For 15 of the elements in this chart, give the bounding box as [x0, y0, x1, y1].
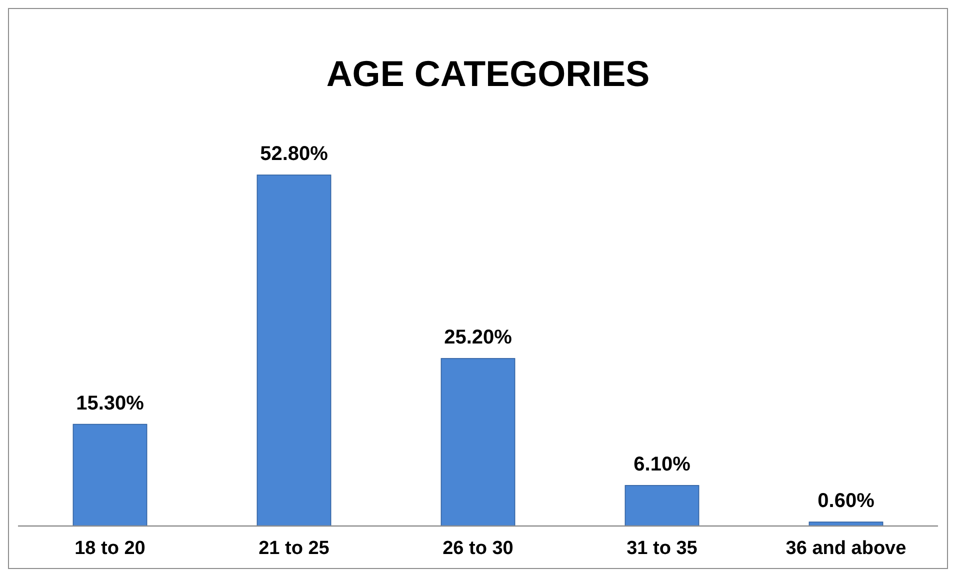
data-label: 25.20% — [444, 326, 512, 348]
x-tick-label: 21 to 25 — [258, 538, 330, 559]
bar — [624, 485, 700, 526]
bar — [256, 174, 332, 526]
bar — [72, 424, 148, 526]
data-label: 0.60% — [818, 490, 875, 512]
x-tick-label: 31 to 35 — [626, 538, 698, 559]
x-tick-label: 36 and above — [786, 538, 906, 559]
data-label: 52.80% — [260, 143, 328, 165]
x-tick-label: 26 to 30 — [442, 538, 514, 559]
bar — [440, 358, 516, 526]
x-tick-label: 18 to 20 — [74, 538, 146, 559]
data-label: 6.10% — [634, 453, 691, 476]
chart-title: AGE CATEGORIES — [326, 53, 650, 94]
data-label: 15.30% — [76, 392, 144, 414]
